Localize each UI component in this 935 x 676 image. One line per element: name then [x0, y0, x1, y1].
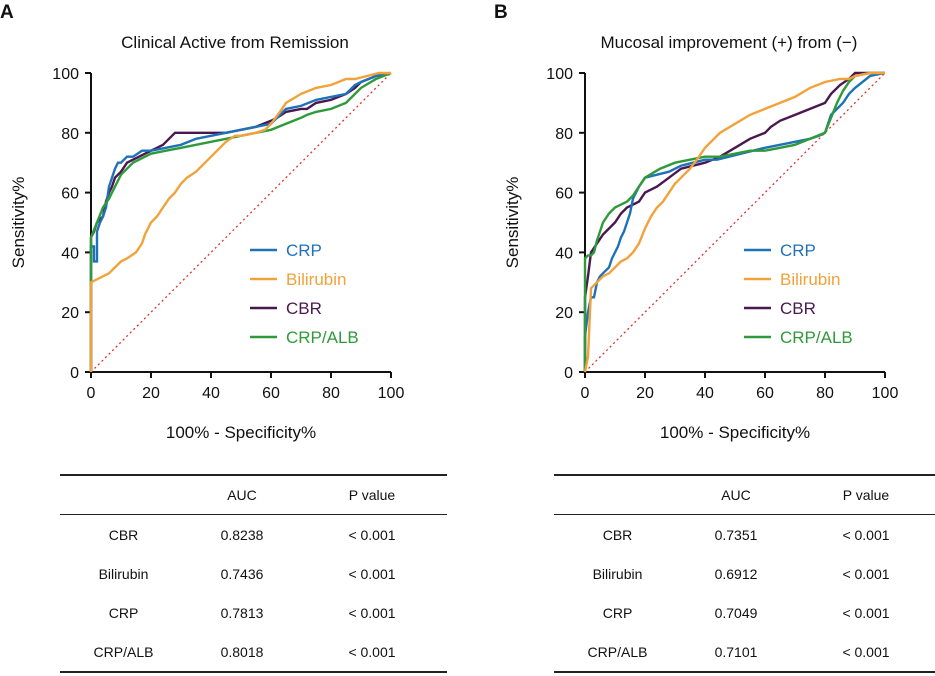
- auc-cell: 0.7049: [714, 604, 758, 621]
- p-value-cell: < 0.001: [348, 604, 396, 621]
- series-line-bilirubin: [583, 71, 885, 373]
- y-tick-label: 100: [52, 66, 79, 83]
- p-value-cell: < 0.001: [842, 526, 890, 543]
- legend-label: Bilirubin: [780, 270, 840, 289]
- legend-label: Bilirubin: [286, 270, 346, 289]
- x-axis-label: 100% - Specificity%: [166, 423, 316, 442]
- legend-label: CRP/ALB: [286, 328, 359, 347]
- x-tick-label: 40: [202, 385, 220, 402]
- panel-label: A: [0, 2, 14, 23]
- panel-a: A Clinical Active from Remission 0 20 40 60…: [0, 0, 467, 676]
- table-row: CRP 0.7049 < 0.001: [554, 593, 935, 632]
- legend-label: CRP: [286, 241, 322, 260]
- y-tick-label: 40: [61, 245, 79, 262]
- y-tick-label: 0: [564, 365, 573, 382]
- x-tick-label: 0: [87, 385, 96, 402]
- auc-cell: 0.7351: [714, 526, 758, 543]
- marker-name-cell: CRP/ALB: [587, 643, 648, 660]
- auc-cell: 0.7813: [220, 604, 264, 621]
- table-row: CBR 0.8238 < 0.001: [60, 515, 447, 555]
- x-axis-label: 100% - Specificity%: [660, 423, 810, 442]
- chart-title: Clinical Active from Remission: [121, 33, 349, 52]
- y-tick-label: 80: [61, 126, 79, 143]
- legend-label: CBR: [780, 299, 816, 318]
- x-tick-label: 0: [581, 385, 590, 402]
- table-row: CRP/ALB 0.8018 < 0.001: [60, 632, 447, 672]
- table-header-cell: AUC: [227, 487, 257, 503]
- auc-cell: 0.7101: [714, 643, 758, 660]
- auc-cell: 0.8238: [220, 526, 264, 543]
- y-tick-label: 20: [61, 305, 79, 322]
- p-value-cell: < 0.001: [842, 565, 890, 582]
- table-header-row: AUC P value: [554, 475, 935, 515]
- table-header-cell: P value: [348, 487, 396, 503]
- marker-name-cell: CRP/ALB: [93, 643, 154, 660]
- marker-name-cell: CRP: [602, 604, 633, 621]
- panel-b: B Mucosal improvement (+) from (−) 0 20 40…: [494, 0, 935, 676]
- p-value-cell: < 0.001: [348, 526, 396, 543]
- marker-name-cell: CBR: [108, 526, 139, 543]
- table-row: Bilirubin 0.6912 < 0.001: [554, 554, 935, 593]
- x-tick-label: 40: [696, 385, 714, 402]
- auc-cell: 0.7436: [220, 565, 264, 582]
- chart-title: Mucosal improvement (+) from (−): [600, 33, 858, 52]
- y-tick-label: 20: [555, 305, 573, 322]
- auc-cell: 0.8018: [220, 643, 264, 660]
- series-line-crp-alb: [89, 71, 392, 372]
- legend-label: CBR: [286, 299, 322, 318]
- panel-label: B: [494, 2, 508, 23]
- x-tick-label: 80: [816, 385, 834, 402]
- table-header-cell: AUC: [721, 487, 751, 503]
- reference-diagonal-line: [584, 72, 886, 373]
- marker-name-cell: Bilirubin: [592, 565, 643, 582]
- table-header-cell: [60, 475, 187, 515]
- x-tick-label: 60: [262, 385, 280, 402]
- x-tick-label: 20: [636, 385, 654, 402]
- table-header-row: AUC P value: [60, 475, 447, 515]
- y-tick-label: 80: [555, 126, 573, 143]
- series-line-crp: [89, 71, 392, 372]
- p-value-cell: < 0.001: [842, 643, 890, 660]
- x-tick-label: 20: [142, 385, 160, 402]
- legend-label: CRP/ALB: [780, 328, 853, 347]
- auc-table-a: AUC P value CBR 0.8238 < 0.001 Bilirubin…: [60, 474, 447, 673]
- auc-table-b: AUC P value CBR 0.7351 < 0.001 Bilirubin…: [554, 474, 935, 673]
- table-row: Bilirubin 0.7436 < 0.001: [60, 554, 447, 593]
- legend-label: CRP: [780, 241, 816, 260]
- y-tick-label: 0: [70, 365, 79, 382]
- x-tick-label: 100: [872, 385, 899, 402]
- table-header-cell: P value: [842, 487, 890, 503]
- table-row: CRP/ALB 0.7101 < 0.001: [554, 632, 935, 672]
- x-tick-label: 60: [756, 385, 774, 402]
- p-value-cell: < 0.001: [348, 643, 396, 660]
- p-value-cell: < 0.001: [348, 565, 396, 582]
- y-tick-label: 100: [546, 66, 573, 83]
- y-axis-label: Sensitivity%: [503, 177, 522, 269]
- x-tick-label: 100: [378, 385, 405, 402]
- y-tick-label: 60: [555, 186, 573, 203]
- roc-chart-a: 0 20 40 60 80 100 0 20 40 60 80 100 100% - Specifici…: [9, 66, 405, 442]
- marker-name-cell: CRP: [108, 604, 139, 621]
- marker-name-cell: CBR: [602, 526, 633, 543]
- roc-chart-b: 0 20 40 60 80 100 0 20 40 60 80 100 100% - Specifici…: [503, 66, 899, 442]
- table-header-cell: [554, 475, 681, 515]
- auc-cell: 0.6912: [714, 565, 758, 582]
- y-tick-label: 60: [61, 186, 79, 203]
- series-line-crp-alb: [583, 71, 885, 372]
- x-tick-label: 80: [322, 385, 340, 402]
- y-tick-label: 40: [555, 245, 573, 262]
- table-row: CRP 0.7813 < 0.001: [60, 593, 447, 632]
- series-line-bilirubin: [89, 71, 391, 372]
- y-axis-label: Sensitivity%: [9, 177, 28, 269]
- marker-name-cell: Bilirubin: [98, 565, 149, 582]
- p-value-cell: < 0.001: [842, 604, 890, 621]
- table-row: CBR 0.7351 < 0.001: [554, 515, 935, 555]
- reference-diagonal-line: [90, 72, 392, 373]
